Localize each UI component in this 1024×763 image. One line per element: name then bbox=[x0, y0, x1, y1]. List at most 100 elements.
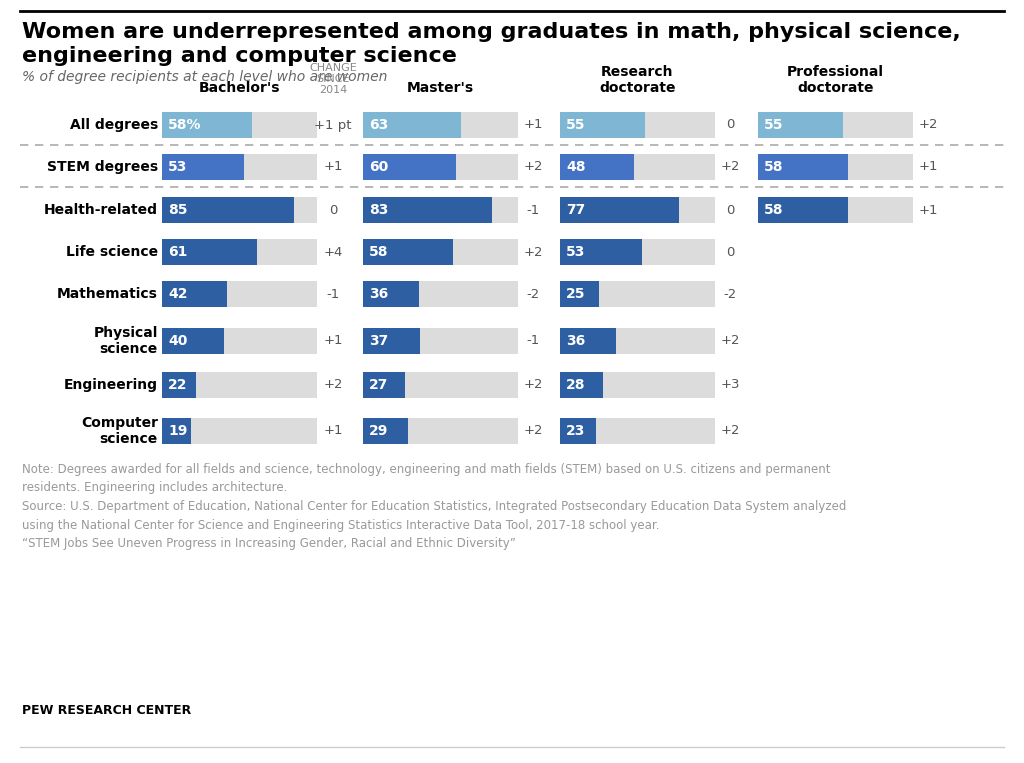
Text: +2: +2 bbox=[720, 160, 739, 173]
Bar bbox=[758, 112, 843, 138]
Bar bbox=[560, 112, 645, 138]
Text: All degrees: All degrees bbox=[70, 118, 158, 132]
Bar bbox=[758, 197, 913, 223]
Text: Computer
science: Computer science bbox=[81, 416, 158, 446]
Text: STEM degrees: STEM degrees bbox=[47, 160, 158, 174]
Bar bbox=[162, 372, 197, 398]
Bar bbox=[362, 328, 518, 354]
Bar bbox=[560, 328, 715, 354]
Text: Women are underrepresented among graduates in math, physical science,
engineerin: Women are underrepresented among graduat… bbox=[22, 22, 961, 66]
Text: 85: 85 bbox=[168, 203, 187, 217]
Bar bbox=[162, 328, 317, 354]
Text: 83: 83 bbox=[369, 203, 388, 217]
Text: 36: 36 bbox=[566, 334, 586, 348]
Text: Research
doctorate: Research doctorate bbox=[599, 65, 676, 95]
Bar bbox=[560, 197, 715, 223]
Text: 60: 60 bbox=[369, 160, 388, 174]
Bar bbox=[362, 197, 518, 223]
Text: +2: +2 bbox=[523, 160, 543, 173]
Bar bbox=[362, 418, 518, 444]
Text: +1: +1 bbox=[919, 160, 938, 173]
Text: -1: -1 bbox=[526, 204, 540, 217]
Bar bbox=[162, 154, 244, 180]
Text: -1: -1 bbox=[526, 334, 540, 347]
Text: 37: 37 bbox=[369, 334, 388, 348]
Bar bbox=[560, 154, 715, 180]
Bar bbox=[362, 281, 419, 307]
Bar bbox=[560, 281, 715, 307]
Text: +1: +1 bbox=[324, 160, 343, 173]
Bar bbox=[758, 112, 913, 138]
Bar bbox=[362, 112, 518, 138]
Text: 63: 63 bbox=[369, 118, 388, 132]
Text: 61: 61 bbox=[168, 245, 187, 259]
Bar bbox=[162, 112, 317, 138]
Text: +1: +1 bbox=[324, 334, 343, 347]
Bar bbox=[162, 239, 317, 265]
Text: +2: +2 bbox=[523, 246, 543, 259]
Text: +1: +1 bbox=[919, 204, 938, 217]
Text: % of degree recipients at each level who are women: % of degree recipients at each level who… bbox=[22, 70, 387, 84]
Text: 42: 42 bbox=[168, 287, 187, 301]
Text: 55: 55 bbox=[764, 118, 783, 132]
Bar bbox=[560, 197, 679, 223]
Bar bbox=[560, 418, 596, 444]
Text: +1 pt: +1 pt bbox=[314, 118, 352, 131]
Bar bbox=[362, 328, 420, 354]
Text: Bachelor's: Bachelor's bbox=[199, 81, 281, 95]
Text: 28: 28 bbox=[566, 378, 586, 392]
Bar bbox=[560, 418, 715, 444]
Text: CHANGE
SINCE
2014: CHANGE SINCE 2014 bbox=[309, 63, 357, 95]
Bar bbox=[362, 197, 492, 223]
Text: Master's: Master's bbox=[407, 81, 474, 95]
Bar bbox=[362, 418, 408, 444]
Text: 58: 58 bbox=[764, 160, 783, 174]
Text: 58: 58 bbox=[369, 245, 388, 259]
Text: 29: 29 bbox=[369, 424, 388, 438]
Text: 0: 0 bbox=[726, 246, 734, 259]
Text: -2: -2 bbox=[723, 288, 736, 301]
Bar bbox=[758, 154, 848, 180]
Text: 27: 27 bbox=[369, 378, 388, 392]
Text: 55: 55 bbox=[566, 118, 586, 132]
Bar bbox=[162, 239, 257, 265]
Text: 40: 40 bbox=[168, 334, 187, 348]
Bar bbox=[362, 112, 461, 138]
Text: 25: 25 bbox=[566, 287, 586, 301]
Bar bbox=[560, 372, 603, 398]
Text: +4: +4 bbox=[324, 246, 343, 259]
Text: 19: 19 bbox=[168, 424, 187, 438]
Bar bbox=[560, 281, 599, 307]
Text: +1: +1 bbox=[523, 118, 543, 131]
Bar bbox=[162, 197, 294, 223]
Text: 36: 36 bbox=[369, 287, 388, 301]
Bar bbox=[162, 112, 252, 138]
Text: 53: 53 bbox=[168, 160, 187, 174]
Bar bbox=[162, 281, 227, 307]
Text: PEW RESEARCH CENTER: PEW RESEARCH CENTER bbox=[22, 704, 191, 717]
Bar bbox=[560, 328, 615, 354]
Text: +2: +2 bbox=[523, 378, 543, 391]
Bar bbox=[560, 154, 635, 180]
Bar bbox=[362, 239, 453, 265]
Text: Note: Degrees awarded for all fields and science, technology, engineering and ma: Note: Degrees awarded for all fields and… bbox=[22, 463, 847, 550]
Text: 58: 58 bbox=[764, 203, 783, 217]
Text: Life science: Life science bbox=[66, 245, 158, 259]
Bar bbox=[162, 372, 317, 398]
Text: 0: 0 bbox=[726, 118, 734, 131]
Bar bbox=[162, 197, 317, 223]
Text: 22: 22 bbox=[168, 378, 187, 392]
Bar bbox=[362, 372, 518, 398]
Text: 48: 48 bbox=[566, 160, 586, 174]
Text: +3: +3 bbox=[720, 378, 739, 391]
Bar bbox=[362, 154, 518, 180]
Text: -1: -1 bbox=[327, 288, 340, 301]
Bar bbox=[362, 154, 456, 180]
Bar bbox=[560, 239, 642, 265]
Bar bbox=[758, 197, 848, 223]
Bar bbox=[362, 281, 518, 307]
Text: +2: +2 bbox=[324, 378, 343, 391]
Bar bbox=[162, 154, 317, 180]
Text: +2: +2 bbox=[720, 334, 739, 347]
Bar bbox=[162, 418, 191, 444]
